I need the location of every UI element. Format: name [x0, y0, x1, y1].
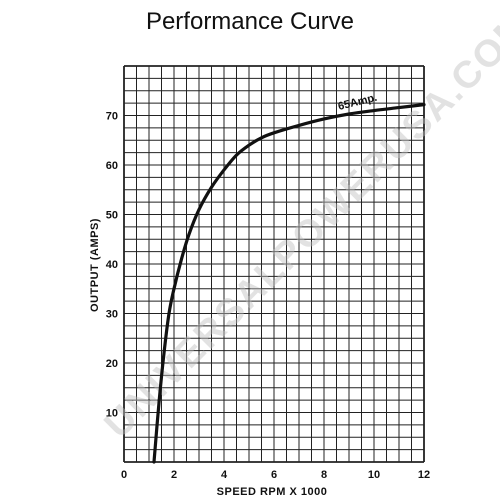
- y-tick-label: 30: [106, 309, 118, 321]
- watermark-text: UNIVERSALPOWERUSA.COM: [97, 3, 500, 446]
- y-axis-label: OUTPUT (AMPS): [89, 218, 101, 312]
- chart-grid: [123, 65, 425, 463]
- performance-curve-line: [152, 103, 426, 464]
- x-tick-label: 12: [418, 469, 430, 481]
- y-tick-label: 40: [106, 259, 118, 271]
- x-tick-label: 4: [221, 469, 228, 481]
- chart-title: Performance Curve: [145, 8, 355, 35]
- x-tick-label: 10: [368, 469, 380, 481]
- x-tick-label: 6: [271, 469, 277, 481]
- x-tick-label: 8: [321, 469, 327, 481]
- y-tick-label: 70: [106, 111, 118, 123]
- x-tick-label: 2: [171, 469, 177, 481]
- y-tick-label: 50: [106, 210, 118, 222]
- y-tick-label: 60: [106, 160, 118, 172]
- y-axis-ticks: 10 20 30 40 50 60 70: [106, 111, 118, 420]
- y-tick-label: 20: [106, 358, 118, 370]
- x-axis-ticks: 0 2 4 6 8 10 12: [121, 469, 430, 481]
- x-tick-label: 0: [121, 469, 127, 481]
- x-axis-label: SPEED RPM X 1000: [217, 486, 328, 498]
- y-tick-label: 10: [106, 408, 118, 420]
